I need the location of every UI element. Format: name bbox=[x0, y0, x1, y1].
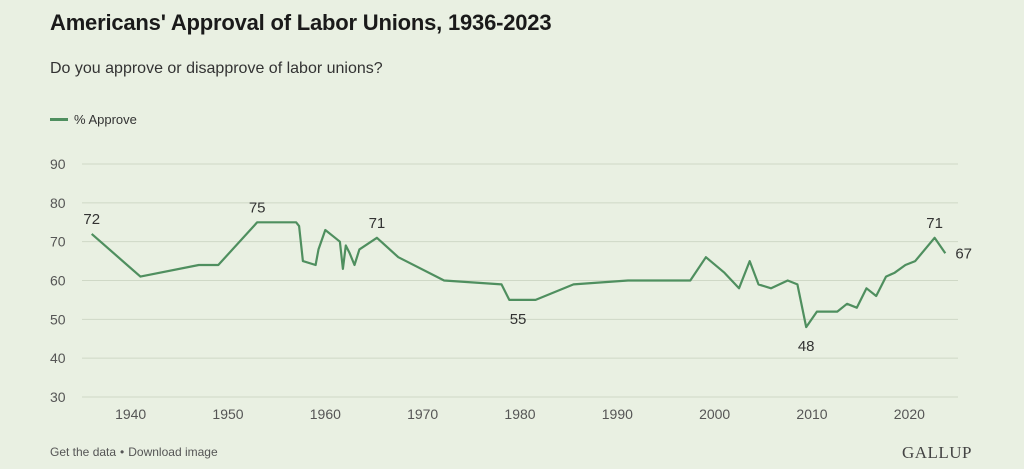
footer: Get the data • Download image bbox=[50, 445, 218, 459]
data-label: 71 bbox=[369, 215, 386, 232]
y-tick-label: 80 bbox=[50, 195, 66, 211]
x-tick-label: 1950 bbox=[212, 406, 243, 422]
legend: % Approve bbox=[50, 112, 137, 127]
get-data-link[interactable]: Get the data bbox=[50, 445, 117, 459]
y-tick-label: 60 bbox=[50, 273, 66, 289]
x-tick-label: 1960 bbox=[310, 406, 341, 422]
y-tick-label: 90 bbox=[50, 156, 66, 172]
gallup-logo: GALLUP bbox=[901, 443, 972, 462]
data-label: 55 bbox=[510, 311, 527, 328]
x-tick-label: 2010 bbox=[796, 406, 827, 422]
y-tick-label: 50 bbox=[50, 311, 66, 327]
x-tick-label: 1990 bbox=[602, 406, 633, 422]
footer-separator: • bbox=[120, 445, 125, 459]
y-tick-label: 30 bbox=[50, 389, 66, 405]
y-tick-label: 40 bbox=[50, 350, 66, 366]
data-label: 48 bbox=[798, 338, 815, 355]
data-label: 72 bbox=[83, 211, 100, 228]
data-label: 75 bbox=[249, 199, 266, 216]
download-image-link[interactable]: Download image bbox=[128, 445, 218, 459]
x-tick-label: 1970 bbox=[407, 406, 438, 422]
chart-subtitle: Do you approve or disapprove of labor un… bbox=[50, 60, 383, 77]
y-tick-label: 70 bbox=[50, 234, 66, 250]
legend-label: % Approve bbox=[74, 112, 137, 127]
data-label: 71 bbox=[926, 215, 943, 232]
series-line-approve bbox=[90, 221, 947, 329]
chart-title: Americans' Approval of Labor Unions, 193… bbox=[50, 10, 552, 35]
x-tick-label: 1940 bbox=[115, 406, 146, 422]
x-tick-label: 2000 bbox=[699, 406, 730, 422]
x-tick-label: 2020 bbox=[894, 406, 925, 422]
x-tick-label: 1980 bbox=[504, 406, 535, 422]
data-label: 67 bbox=[955, 245, 972, 262]
legend-swatch bbox=[50, 118, 68, 121]
